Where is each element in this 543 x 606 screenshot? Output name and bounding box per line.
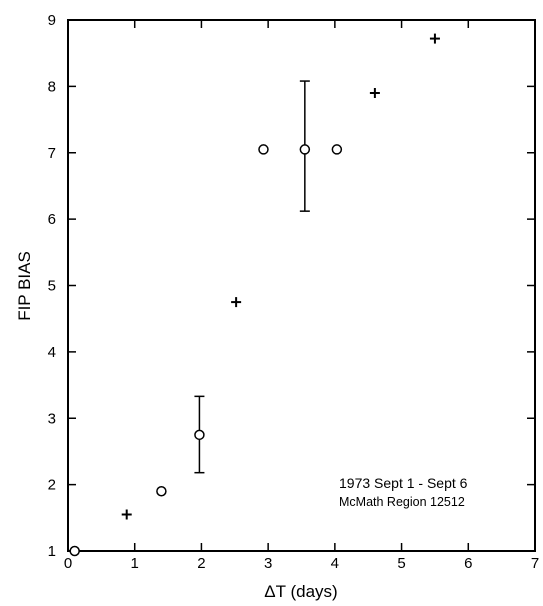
y-axis-title: FIP BIAS — [15, 251, 34, 321]
y-tick-label: 7 — [48, 145, 56, 162]
data-points — [69, 33, 440, 557]
x-tick-labels: 0 1 2 3 4 5 6 7 — [64, 555, 539, 572]
annotation-date-range: 1973 Sept 1 - Sept 6 — [339, 475, 468, 491]
y-tick-label: 8 — [48, 78, 56, 95]
x-tick-label: 2 — [197, 555, 205, 572]
circle-point — [299, 144, 311, 155]
x-tick-label: 3 — [264, 555, 272, 572]
x-tick-label: 6 — [464, 555, 472, 572]
circle-point — [156, 486, 167, 497]
y-tick-label: 6 — [48, 211, 56, 228]
plot-frame — [67, 19, 536, 552]
axis-ticks — [67, 19, 536, 552]
plus-point — [369, 88, 380, 99]
circle-point — [194, 429, 205, 441]
y-tick-label: 4 — [48, 344, 56, 361]
y-tick-label: 2 — [48, 477, 56, 494]
y-tick-label: 9 — [48, 12, 56, 29]
circle-point — [258, 144, 269, 155]
y-tick-labels: 1 2 3 4 5 6 7 8 9 — [48, 12, 56, 560]
y-tick-label: 1 — [48, 543, 56, 560]
y-tick-label: 5 — [48, 278, 56, 295]
plus-point — [231, 297, 242, 308]
annotation-region: McMath Region 12512 — [339, 495, 465, 509]
x-tick-label: 4 — [331, 555, 339, 572]
y-tick-label: 3 — [48, 410, 56, 427]
plus-point — [429, 33, 440, 44]
x-tick-label: 1 — [131, 555, 139, 572]
circle-point — [331, 144, 343, 155]
x-axis-title: ΔT (days) — [264, 582, 337, 601]
x-tick-label: 5 — [397, 555, 405, 572]
plus-point — [121, 509, 132, 520]
circle-point — [69, 545, 80, 557]
x-tick-label: 0 — [64, 555, 72, 572]
x-tick-label: 7 — [531, 555, 539, 572]
